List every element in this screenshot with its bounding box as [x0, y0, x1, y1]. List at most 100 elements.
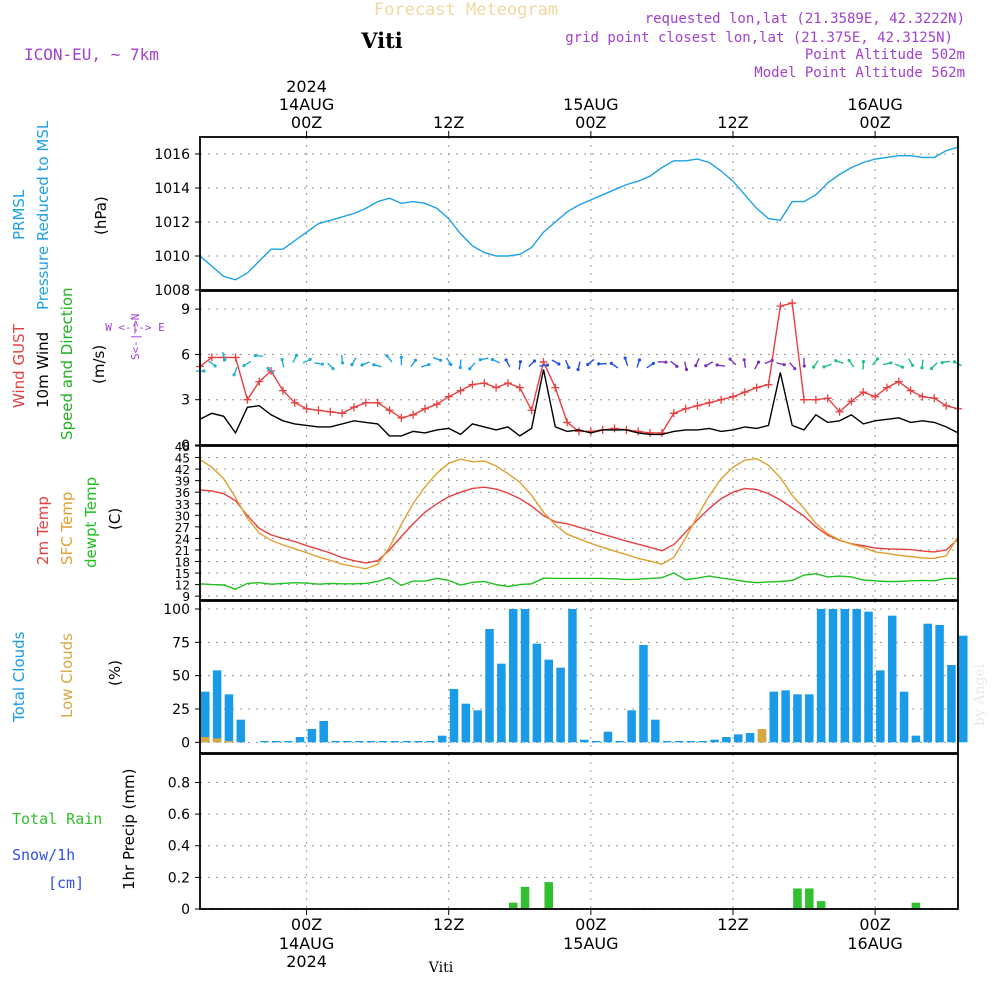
wind-arrowhead	[576, 367, 580, 372]
top-time-label: 12Z	[717, 113, 748, 132]
dewpt-label: dewpt Temp	[82, 477, 100, 568]
gust-point	[906, 386, 915, 395]
wind-arrowhead	[202, 369, 206, 373]
clouds-ytick-label: 0	[181, 735, 190, 751]
wind-arrowhead	[742, 358, 746, 362]
bar-total-clouds	[343, 741, 352, 743]
wind-ytick-label: 9	[181, 302, 190, 318]
bar-total-clouds	[828, 609, 838, 743]
wind-arrowhead	[232, 373, 236, 377]
gust-point	[776, 302, 785, 311]
bar-total-clouds	[852, 609, 861, 743]
compass-we: W <-|-> E	[105, 321, 165, 334]
gust-point	[409, 410, 418, 419]
bar-total-clouds	[461, 703, 471, 743]
wind-arrowhead	[637, 358, 642, 362]
top-date-label: 15AUG	[563, 95, 618, 114]
bar-total-clouds	[639, 645, 648, 743]
bar-total-clouds	[603, 731, 613, 743]
gust-point	[492, 383, 501, 392]
gust-point	[586, 427, 595, 436]
gust-point	[551, 383, 560, 392]
wind-arrowhead	[889, 361, 893, 365]
cloud-labels: Total Clouds Low Clouds (%)	[10, 631, 124, 723]
bar-total-rain	[544, 882, 553, 909]
wind-arrowhead	[545, 363, 550, 367]
temperature-ytick-label: 24	[175, 532, 190, 546]
chart-title: Forecast Meteogram	[374, 0, 558, 20]
gust-point	[468, 380, 477, 389]
footer-location: Viti	[428, 960, 454, 976]
bar-total-clouds	[876, 670, 885, 743]
wind-ytick-label: 6	[181, 347, 190, 363]
wind-arrowhead	[900, 365, 905, 369]
top-date-label: 14AUG	[279, 95, 334, 114]
wind-arrowhead	[372, 363, 376, 367]
wind-arrowhead	[399, 355, 403, 359]
bar-total-clouds	[911, 735, 921, 743]
bar-total-clouds	[840, 609, 850, 743]
temp-labels: 2m Temp SFC Temp dewpt Temp (C)	[34, 477, 124, 568]
wind-arrowhead	[847, 358, 851, 363]
bar-total-clouds	[651, 719, 660, 743]
pressure-ytick-label: 1014	[154, 181, 190, 197]
gust-point	[278, 386, 287, 395]
bar-total-clouds	[449, 689, 459, 743]
clouds-ytick-label: 100	[163, 602, 190, 618]
gust-point	[882, 383, 891, 392]
wind-dir-label: Speed and Direction	[58, 287, 76, 440]
temperature-ytick-label: 30	[175, 509, 190, 523]
wind-arrowhead	[952, 360, 957, 364]
wind-arrowhead	[223, 358, 227, 362]
gust-point	[610, 424, 619, 433]
gust-point	[871, 392, 880, 401]
bar-total-clouds	[580, 739, 589, 743]
pressure-panel: 1008 1010 1012 1014 1016	[154, 136, 959, 299]
wind-arrowhead	[940, 360, 944, 365]
pressure-labels: PRMSL Pressure Reduced to MSL (hPa)	[10, 120, 110, 310]
temperature-ytick-label: 36	[175, 486, 190, 500]
bar-total-clouds	[698, 741, 707, 743]
series-prmsl	[199, 146, 959, 281]
bar-total-clouds	[283, 741, 293, 743]
wind-frame	[199, 290, 959, 446]
clouds-ytick-label: 25	[172, 702, 190, 718]
wind-arrowhead	[876, 357, 880, 361]
wind-arrowhead	[385, 354, 389, 358]
bottom-time-label: 00Z	[575, 915, 606, 934]
low-clouds-label: Low Clouds	[58, 633, 76, 718]
wind-unit: (m/s)	[90, 345, 108, 384]
wind-arrowhead	[822, 365, 826, 369]
bar-total-clouds	[319, 721, 328, 743]
pressure-frame	[199, 136, 959, 291]
bar-total-clouds	[520, 609, 530, 743]
wind-arrowhead	[504, 358, 508, 362]
bar-total-clouds	[568, 609, 577, 743]
wind-arrowhead	[490, 357, 495, 362]
bar-total-rain	[911, 902, 921, 909]
gust-point	[338, 409, 347, 418]
precipitation-ytick-label: 0	[181, 902, 190, 918]
bar-total-clouds	[402, 741, 411, 743]
wind-arrowhead	[834, 359, 838, 363]
bar-total-clouds	[959, 635, 968, 743]
bar-total-clouds	[781, 690, 790, 743]
gust-point	[930, 394, 939, 403]
gust-label: Wind GUST	[10, 323, 28, 408]
bar-total-clouds	[437, 735, 447, 743]
bottom-date-label: 15AUG	[563, 934, 618, 953]
wind-arrowhead	[468, 367, 472, 371]
wind-arrowhead	[609, 361, 613, 365]
wind-arrowhead	[331, 367, 335, 371]
temperature-ytick-label: 9	[182, 590, 190, 604]
bottom-time-label: 00Z	[291, 915, 322, 934]
bar-total-clouds	[793, 694, 802, 743]
bar-total-clouds	[769, 691, 779, 743]
bar-total-clouds	[473, 710, 482, 743]
wind-arrowhead	[294, 353, 299, 357]
gust-point	[811, 395, 820, 404]
gust-point	[207, 353, 216, 362]
temperature-ytick-label: 45	[175, 452, 190, 466]
bar-total-rain	[508, 902, 518, 909]
precipitation-ytick-label: 0.8	[168, 775, 190, 791]
